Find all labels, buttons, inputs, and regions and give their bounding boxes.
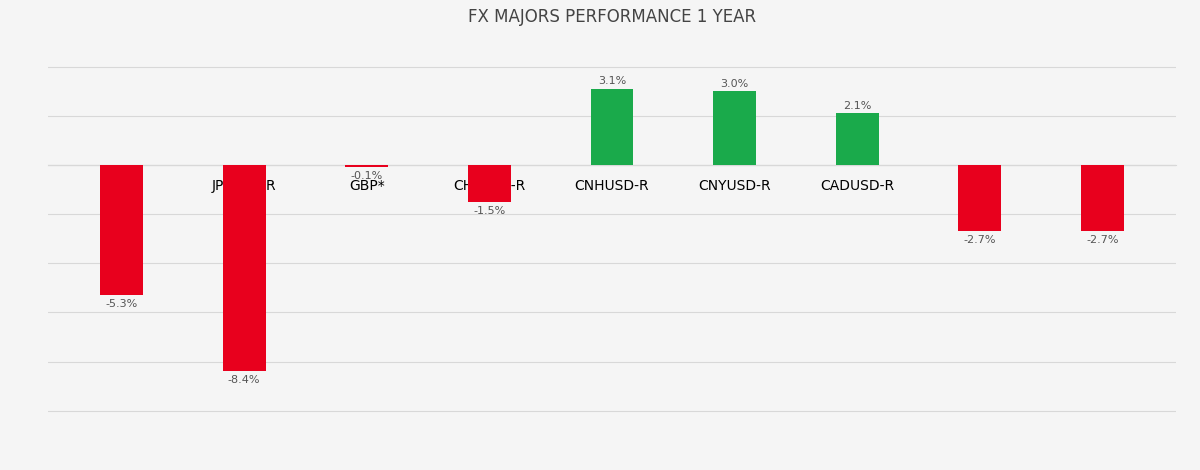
Bar — [959, 165, 1001, 231]
Text: -2.7%: -2.7% — [964, 235, 996, 245]
Bar — [835, 113, 878, 165]
Bar — [346, 165, 389, 167]
Text: 2.1%: 2.1% — [844, 101, 871, 111]
Bar — [590, 89, 634, 165]
Bar — [100, 165, 143, 295]
Bar — [713, 91, 756, 165]
Bar — [468, 165, 511, 202]
Text: -2.7%: -2.7% — [1086, 235, 1118, 245]
Text: 3.1%: 3.1% — [598, 76, 626, 86]
Bar — [1081, 165, 1124, 231]
Text: -8.4%: -8.4% — [228, 375, 260, 385]
Text: 3.0%: 3.0% — [720, 79, 749, 89]
Text: -0.1%: -0.1% — [350, 171, 383, 181]
Text: -1.5%: -1.5% — [473, 205, 505, 216]
Text: -5.3%: -5.3% — [106, 299, 138, 309]
Bar — [223, 165, 265, 371]
Title: FX MAJORS PERFORMANCE 1 YEAR: FX MAJORS PERFORMANCE 1 YEAR — [468, 8, 756, 26]
